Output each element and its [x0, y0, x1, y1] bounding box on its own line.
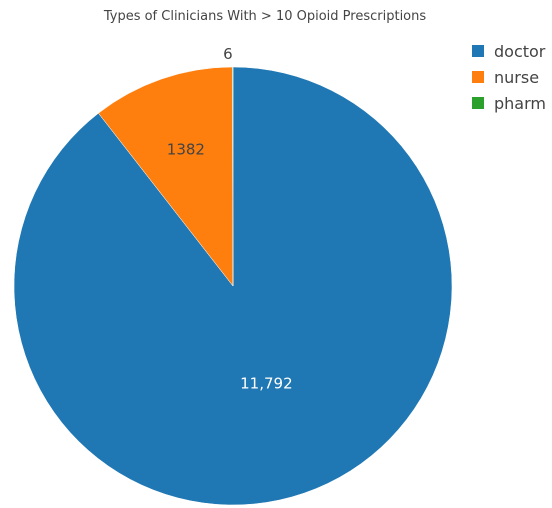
legend-swatch-doctor	[472, 45, 484, 57]
pie-slice-pharm[interactable]	[232, 66, 234, 287]
chart-title: Types of Clinicians With > 10 Opioid Pre…	[103, 9, 427, 24]
slice-label-pharm: 6	[223, 45, 233, 63]
slice-label-doctor: 11,792	[240, 374, 293, 392]
legend-item-doctor[interactable]: doctor	[472, 38, 546, 64]
legend-label-doctor: doctor	[494, 41, 546, 61]
pie-slice-nurse[interactable]	[98, 66, 234, 287]
pie-labels: 11,792 1382 6	[167, 45, 293, 392]
slice-label-nurse: 1382	[167, 140, 205, 158]
legend-swatch-pharm	[472, 97, 484, 109]
legend-label-pharm: pharm	[494, 93, 546, 113]
legend-item-pharm[interactable]: pharm	[472, 90, 546, 116]
legend-label-nurse: nurse	[494, 67, 540, 87]
legend-item-nurse[interactable]: nurse	[472, 64, 546, 90]
legend-swatch-nurse	[472, 71, 484, 83]
pie-slices	[13, 66, 453, 506]
legend: doctor nurse pharm	[472, 38, 546, 116]
